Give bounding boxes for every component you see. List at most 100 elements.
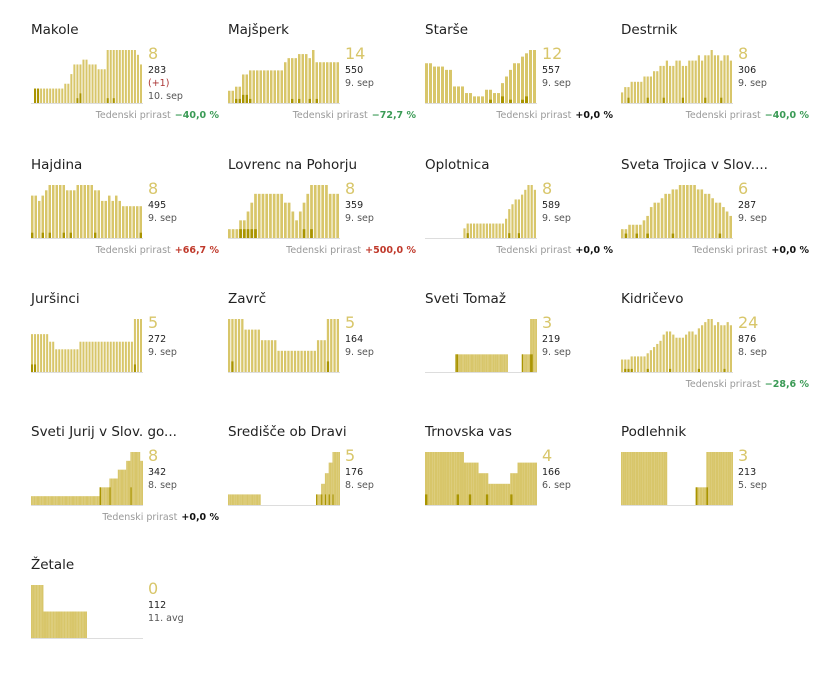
active-bar <box>94 341 97 372</box>
active-bar <box>535 319 537 372</box>
active-bar <box>495 483 499 505</box>
new-cases-bar <box>99 487 101 505</box>
total-cases-count: 166 <box>542 467 561 478</box>
total-cases-count: 495 <box>148 200 167 211</box>
active-bar <box>74 496 76 505</box>
weekly-growth: Tedenski prirast −40,0 % <box>96 110 219 121</box>
active-bar <box>254 329 257 372</box>
active-bar <box>63 496 65 505</box>
municipality-card: Juršinci 5 272 9. sep <box>31 291 227 419</box>
active-bar <box>665 452 668 505</box>
last-update-date: 5. sep <box>738 480 767 491</box>
new-cases-bar <box>697 368 700 372</box>
active-bar <box>57 496 59 505</box>
active-bar <box>234 319 237 372</box>
active-bar <box>319 494 322 505</box>
active-bar <box>303 350 307 372</box>
active-bar <box>136 452 138 505</box>
active-bar <box>53 496 55 505</box>
active-bar <box>651 452 653 505</box>
active-bar <box>482 223 485 238</box>
active-bar <box>242 220 246 238</box>
active-bar <box>717 322 720 372</box>
active-bar <box>121 50 124 103</box>
active-bar <box>69 190 72 238</box>
new-cases-bar <box>41 232 44 238</box>
active-bar <box>463 228 466 238</box>
new-cases-bar <box>425 494 428 505</box>
active-bar <box>37 334 40 372</box>
active-bar <box>59 185 62 238</box>
new-cases-bar <box>706 487 709 505</box>
active-bar <box>287 350 290 372</box>
active-bar <box>498 354 500 372</box>
active-bar <box>60 496 62 505</box>
last-update-date: 9. sep <box>542 78 571 89</box>
active-bar <box>463 462 467 505</box>
active-bar <box>43 496 45 505</box>
active-bar <box>310 185 313 238</box>
new-cases-bar <box>310 229 313 238</box>
active-bar <box>498 483 501 505</box>
active-bar <box>235 86 238 103</box>
active-bar <box>468 462 472 505</box>
active-bar <box>671 189 675 238</box>
active-bar <box>58 349 61 372</box>
municipality-name: Trnovska vas <box>425 424 512 440</box>
active-bar <box>35 585 38 638</box>
new-cases-bar <box>718 233 722 238</box>
total-cases-count: 176 <box>345 467 364 478</box>
municipality-card: Majšperk 14 550 9. sep Tedenski prirast −72,7… <box>228 22 424 150</box>
active-bar <box>472 354 474 372</box>
active-cases-count: 8 <box>148 44 159 63</box>
weekly-growth-label: Tedenski prirast <box>95 245 171 256</box>
total-cases-count: 557 <box>542 65 561 76</box>
active-bar <box>119 469 121 505</box>
active-bar <box>255 494 257 505</box>
active-bar <box>88 341 91 372</box>
active-bar <box>274 340 277 372</box>
new-cases-bar <box>242 229 246 238</box>
active-bar <box>633 452 636 505</box>
active-bar <box>321 483 323 505</box>
active-bar <box>68 496 71 505</box>
active-cases-count: 8 <box>148 446 159 465</box>
active-bar <box>427 452 430 505</box>
municipality-name: Sveta Trojica v Slov.... <box>621 157 768 173</box>
active-bar <box>501 354 503 372</box>
active-bar <box>621 229 624 238</box>
active-bar <box>297 350 300 372</box>
active-bar <box>480 354 482 372</box>
new-cases-bar <box>109 487 111 505</box>
active-bar <box>41 585 44 638</box>
active-bar <box>621 359 624 372</box>
active-bar <box>478 473 481 505</box>
active-bar <box>714 202 718 238</box>
active-bar <box>258 494 260 505</box>
active-bar <box>59 611 61 638</box>
active-bar <box>251 494 254 505</box>
active-bar <box>103 69 106 103</box>
active-bar <box>248 494 250 505</box>
new-cases-bar <box>723 368 726 372</box>
active-cases-chart <box>621 185 733 239</box>
active-bar <box>124 341 127 372</box>
total-cases-count: 342 <box>148 467 167 478</box>
active-bar <box>307 350 310 372</box>
active-bar <box>476 462 479 505</box>
weekly-growth: Tedenski prirast −40,0 % <box>686 110 809 121</box>
active-bar <box>322 483 324 505</box>
new-cases-bar <box>328 494 330 505</box>
new-cases-bar <box>510 494 513 505</box>
active-bar <box>287 58 290 103</box>
active-bar <box>76 185 79 238</box>
active-bar <box>517 63 520 103</box>
active-bar <box>647 452 650 505</box>
active-bar <box>106 341 109 372</box>
active-bar <box>298 211 302 238</box>
active-bar <box>470 354 473 372</box>
active-bar <box>64 83 67 103</box>
active-bar <box>108 487 110 505</box>
new-cases-bar <box>646 368 649 372</box>
active-bar <box>463 354 466 372</box>
